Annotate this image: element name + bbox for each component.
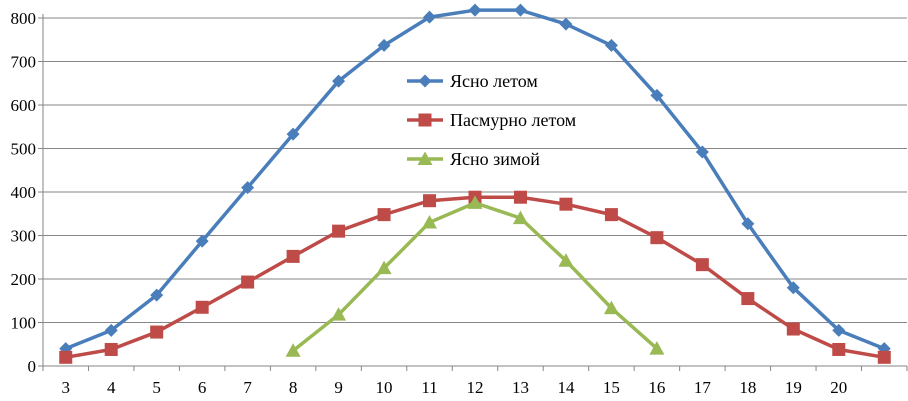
series-2-point <box>150 325 164 339</box>
x-tick-label: 20 <box>830 378 847 397</box>
x-tick-label: 14 <box>557 378 575 397</box>
x-tick-label: 17 <box>694 378 712 397</box>
series-1-point <box>513 3 527 17</box>
series-1-point <box>832 323 846 337</box>
series-1-point <box>195 234 209 248</box>
series-2-point <box>59 350 73 364</box>
y-axis-tick-labels: 0 100 200 300 400 500 600 700 800 <box>11 9 37 376</box>
y-tick-label: 600 <box>11 96 37 115</box>
series-2-point <box>650 231 664 245</box>
series-1-point <box>604 38 618 52</box>
series-3-line <box>292 201 659 353</box>
series-3-point <box>603 300 619 315</box>
series-2-point <box>559 197 573 211</box>
series-2-point <box>332 224 346 238</box>
series-1-point <box>695 145 709 159</box>
legend-swatch-marker <box>418 113 432 127</box>
series-1-point <box>150 288 164 302</box>
y-tick-label: 400 <box>11 183 37 202</box>
x-tick-label: 9 <box>334 378 343 397</box>
x-tick-label: 12 <box>467 378 484 397</box>
x-axis-tick-labels: 3 4 5 6 7 8 9 10 11 12 13 14 15 16 17 18 19 20 <box>61 378 847 397</box>
series-2-point <box>423 194 437 208</box>
legend-item-3: Ясно зимой <box>407 149 540 169</box>
x-tick-label: 18 <box>739 378 756 397</box>
x-tick-label: 13 <box>512 378 529 397</box>
y-tick-label: 300 <box>11 227 37 246</box>
series-1-point <box>332 74 346 88</box>
series-2-point <box>104 342 118 356</box>
series-2-point <box>741 292 755 306</box>
legend-label: Ясно летом <box>450 71 538 91</box>
legend: Ясно летом Пасмурно летом Ясно зимой <box>407 71 576 169</box>
series-1-point <box>241 181 255 195</box>
series-2-point <box>513 190 527 204</box>
x-tick-label: 8 <box>289 378 298 397</box>
series-2-point <box>832 342 846 356</box>
x-tick-label: 15 <box>603 378 620 397</box>
x-tick-label: 7 <box>243 378 252 397</box>
series-3-point <box>376 260 392 275</box>
y-tick-label: 100 <box>11 314 37 333</box>
series-group <box>59 3 891 364</box>
x-tick-label: 5 <box>152 378 161 397</box>
series-1-point <box>786 281 800 295</box>
series-2 <box>59 190 891 364</box>
series-3-point <box>331 307 347 321</box>
y-tick-label: 700 <box>11 53 37 72</box>
series-1 <box>59 3 891 356</box>
x-tick-label: 3 <box>61 378 70 397</box>
series-2-point <box>877 350 891 364</box>
axes <box>38 14 908 371</box>
y-tick-label: 500 <box>11 140 37 159</box>
series-2-point <box>241 275 255 289</box>
series-2-point <box>695 258 709 272</box>
y-tick-label: 0 <box>28 357 37 376</box>
series-2-point <box>286 249 300 263</box>
series-2-point <box>195 300 209 314</box>
grid-lines <box>43 17 907 323</box>
series-2-point <box>604 208 618 222</box>
legend-item-2: Пасмурно летом <box>407 110 576 130</box>
legend-swatch-marker <box>417 151 433 165</box>
series-1-point <box>286 127 300 141</box>
x-tick-label: 19 <box>785 378 802 397</box>
series-1-point <box>650 88 664 102</box>
x-tick-label: 6 <box>198 378 207 397</box>
x-tick-label: 11 <box>421 378 437 397</box>
y-tick-label: 200 <box>11 270 37 289</box>
series-1-point <box>468 3 482 17</box>
series-3-point <box>512 210 528 225</box>
series-3-point <box>467 195 483 209</box>
legend-label: Пасмурно летом <box>450 110 576 130</box>
legend-label: Ясно зимой <box>450 149 540 169</box>
series-1-point <box>559 17 573 31</box>
series-1-point <box>104 323 118 337</box>
y-tick-label: 800 <box>11 9 37 28</box>
series-2-point <box>786 322 800 336</box>
legend-item-1: Ясно летом <box>407 71 538 91</box>
legend-swatch-marker <box>418 74 432 88</box>
series-3-point <box>285 343 301 357</box>
series-2-line <box>65 195 885 360</box>
x-tick-label: 10 <box>376 378 393 397</box>
series-1-point <box>741 217 755 231</box>
series-3-point <box>649 341 665 355</box>
series-1-point <box>423 10 437 24</box>
series-3-point <box>558 253 574 267</box>
series-3-point <box>422 214 438 229</box>
series-1-point <box>377 38 391 52</box>
series-3 <box>285 195 665 357</box>
x-tick-label: 16 <box>648 378 665 397</box>
x-tick-label: 4 <box>107 378 116 397</box>
series-1-line <box>65 8 885 351</box>
series-2-point <box>377 208 391 222</box>
